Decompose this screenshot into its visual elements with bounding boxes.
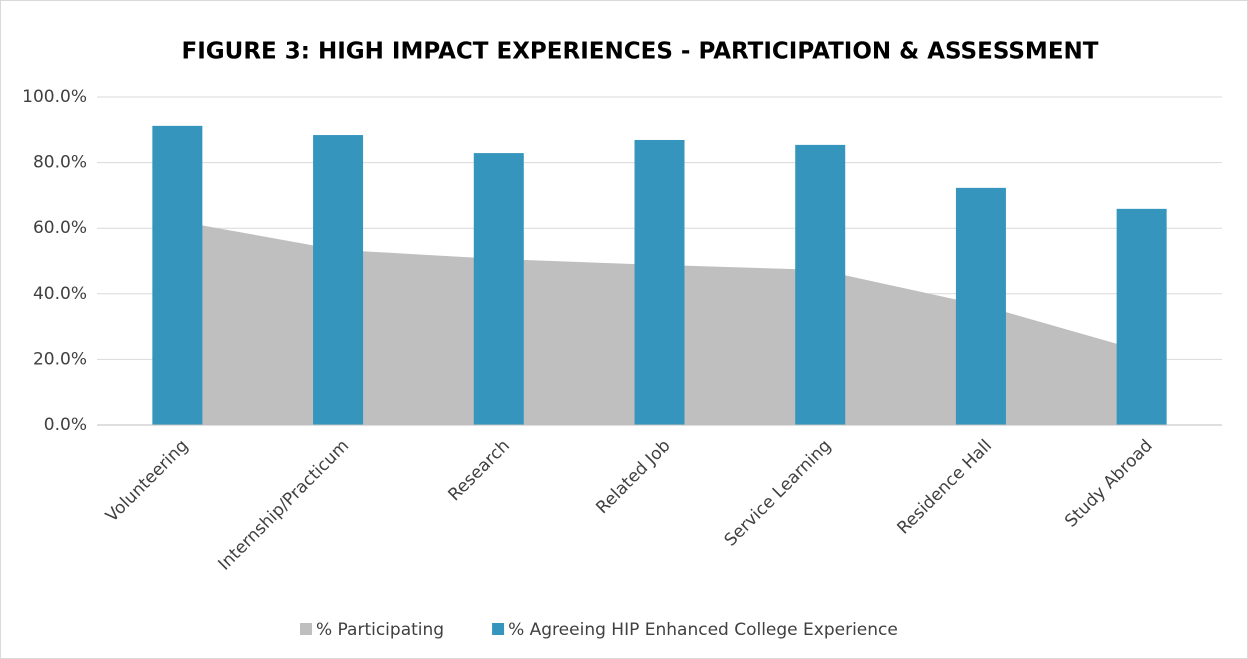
bar xyxy=(634,139,685,425)
bar xyxy=(473,153,524,425)
bar xyxy=(313,135,364,425)
y-tick-label: 40.0% xyxy=(33,284,87,304)
legend-swatch xyxy=(492,623,505,635)
chart-title: FIGURE 3: HIGH IMPACT EXPERIENCES - PART… xyxy=(182,39,1099,65)
y-tick-label: 20.0% xyxy=(33,349,87,369)
bar xyxy=(795,144,846,425)
bar xyxy=(955,187,1006,425)
legend-label: % Participating xyxy=(316,620,444,640)
legend-swatch xyxy=(300,623,312,635)
y-tick-label: 100.0% xyxy=(22,87,87,107)
bar xyxy=(1116,208,1167,425)
y-tick-label: 80.0% xyxy=(33,153,87,173)
y-tick-label: 0.0% xyxy=(44,415,87,435)
bar xyxy=(152,125,203,425)
y-tick-label: 60.0% xyxy=(33,218,87,238)
legend-label: % Agreeing HIP Enhanced College Experien… xyxy=(508,620,898,640)
